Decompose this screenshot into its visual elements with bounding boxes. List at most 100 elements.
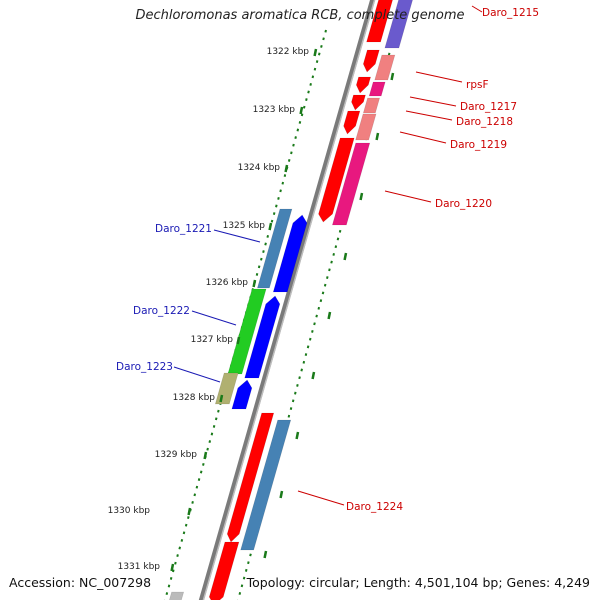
right-tick-dot (240, 584, 244, 588)
left-tick-dot (277, 196, 280, 200)
left-tick-dot (324, 29, 327, 33)
gene-label: Daro_1217 (460, 101, 517, 113)
left-tick-dot (184, 523, 188, 527)
gene-daro-1224-steelblue (240, 419, 292, 551)
gene-label-leader (399, 131, 447, 144)
left-tick-dot (266, 234, 270, 238)
left-tick-dot (199, 470, 203, 474)
gene-daro-1220-pink (331, 142, 371, 226)
gene-next-gray (169, 591, 185, 600)
left-tick-dot (296, 128, 300, 132)
left-tick-dot (281, 181, 285, 185)
gene-label: Daro_1215 (482, 7, 539, 19)
gene-daro-1222-blue (244, 295, 281, 379)
right-tick-dot (298, 376, 301, 380)
gene-daro-1222-green (227, 288, 267, 375)
gene-next-red (208, 541, 240, 600)
major-tick (268, 222, 273, 231)
left-tick-dot (255, 272, 259, 276)
left-tick-dot (187, 516, 190, 520)
gene-label: Daro_1218 (456, 116, 513, 128)
left-tick-dot (279, 189, 282, 193)
right-tick-dot (302, 360, 306, 364)
major-tick (299, 106, 304, 115)
gene-labels: Daro_1215 rpsF Daro_1217 Daro_1218 Daro_1219… (116, 5, 539, 513)
gene-daro-1221-blue (272, 214, 308, 293)
left-tick-dot (272, 212, 276, 216)
left-tick-dot (309, 82, 312, 86)
right-tick-dot (294, 391, 297, 395)
left-tick-dot (300, 113, 304, 117)
left-tick-dot (167, 584, 171, 588)
major-tick (170, 563, 175, 572)
right-tick-dot (334, 245, 338, 249)
right-tick-dot (289, 407, 293, 410)
left-tick-dot (202, 462, 205, 466)
major-tick (263, 550, 268, 559)
gene-label: rpsF (466, 79, 489, 91)
major-tick (252, 279, 257, 288)
right-tick-dot (300, 368, 303, 372)
major-tick (187, 507, 192, 516)
gene-features (169, 0, 413, 600)
right-tick-dot (332, 252, 335, 256)
genome-summary-text: Topology: circular; Length: 4,501,104 bp… (246, 575, 590, 590)
left-tick-dot (182, 531, 186, 535)
gene-label-leader (191, 310, 237, 326)
left-tick-dot (305, 98, 308, 102)
left-tick-dot (260, 257, 263, 261)
right-tick-dot (296, 383, 299, 387)
right-tick-dot (291, 399, 295, 403)
gene-daro-1218-pink (362, 97, 381, 114)
left-tick-dot (172, 569, 175, 573)
left-tick-dot (264, 242, 267, 246)
left-tick-dot (283, 174, 287, 178)
left-tick-dot (180, 538, 184, 542)
major-tick (311, 371, 316, 380)
kbp-label: 1326 kbp (206, 278, 249, 288)
left-tick-dot (311, 75, 315, 79)
gene-label-leader (213, 229, 261, 243)
left-tick-dot (270, 219, 274, 223)
left-tick-dot (275, 204, 278, 208)
major-tick (343, 252, 348, 261)
gene-daro-1224-red (226, 412, 275, 543)
gene-rpsF-pink (374, 54, 396, 81)
kbp-label: 1329 kbp (155, 450, 198, 460)
major-tick (327, 311, 332, 320)
gene-label-leader (415, 71, 463, 83)
backbone-highlight (202, 0, 376, 600)
gene-daro-1221-steelblue (257, 208, 293, 289)
right-tick-dot (244, 568, 248, 572)
left-tick-dot (307, 90, 310, 94)
major-tick (359, 192, 364, 201)
gene-daro-1215-blue (384, 0, 413, 49)
right-tick-dot (287, 414, 291, 418)
right-tick-dot (306, 345, 310, 349)
left-tick-dot (195, 485, 199, 489)
left-tick-dot (191, 500, 194, 504)
left-tick-dot (287, 158, 291, 162)
right-tick-dot (317, 306, 321, 310)
left-tick-dot (214, 417, 218, 421)
kbp-label: 1323 kbp (253, 105, 296, 115)
left-tick-dot (165, 592, 169, 596)
right-tick-dot (338, 229, 342, 233)
map-title: Dechloromonas aromatica RCB, complete ge… (135, 8, 465, 23)
right-tick-dot (308, 337, 312, 341)
right-tick-dot (247, 561, 250, 565)
right-tick-dot (387, 52, 391, 56)
left-tick-dot (206, 447, 209, 451)
gene-daro-1218-red (351, 94, 366, 111)
left-tick-dot (315, 60, 319, 64)
major-tick (219, 394, 224, 403)
kbp-label: 1324 kbp (238, 163, 281, 173)
right-tick-dot (238, 592, 242, 595)
kbp-label: 1325 kbp (223, 221, 266, 231)
left-tick-dot (212, 424, 216, 428)
gene-label: Daro_1221 (155, 223, 212, 235)
left-tick-dot (290, 151, 293, 155)
gene-daro-1215-red (366, 0, 393, 43)
gene-daro-1219-red (343, 110, 361, 135)
